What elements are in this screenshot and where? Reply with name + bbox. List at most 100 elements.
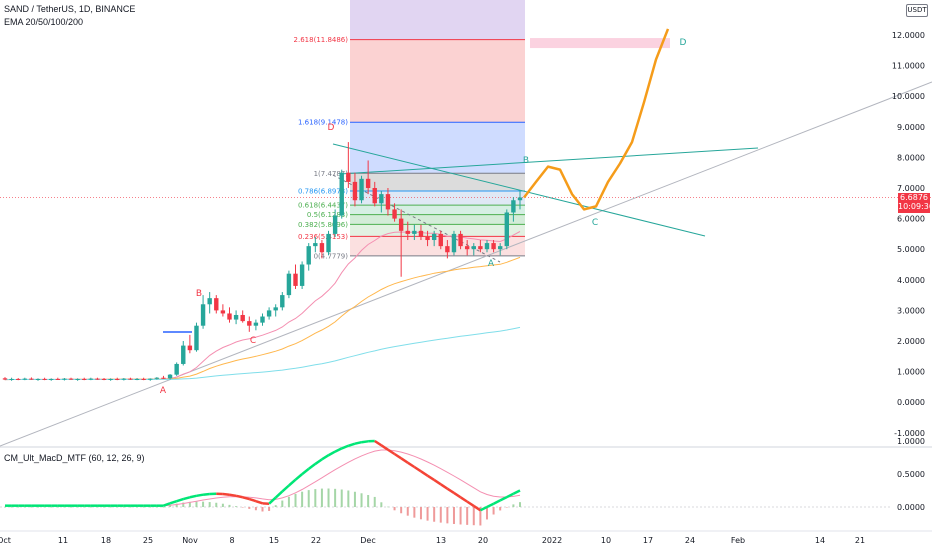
candle-body — [306, 246, 311, 265]
x-tick-label: 24 — [685, 536, 695, 545]
macd-line-segment — [440, 483, 449, 490]
macd-line-segment — [380, 444, 389, 451]
candle-body — [2, 378, 8, 380]
x-tick-label: 22 — [311, 536, 321, 545]
candle-body — [471, 246, 476, 250]
candle-body — [115, 378, 120, 380]
candle-body — [484, 243, 490, 250]
price-tag-countdown: 10:09:36 — [898, 202, 932, 211]
currency-button[interactable]: USDT — [906, 4, 928, 17]
time-axis[interactable]: Oct 11 18 25 Nov 8 15 22 Dec 13 20 2022 10 17 24 Feb 14 2… — [0, 530, 932, 545]
fib-zone — [350, 236, 525, 256]
candle-body — [286, 273, 292, 296]
projected-path — [523, 28, 670, 211]
fib-level-label: 2.618(11.8486) — [294, 36, 349, 44]
macd-line-segment — [413, 465, 422, 473]
macd-line-segment — [202, 492, 210, 496]
candle-series — [2, 142, 523, 381]
macd-histogram-bar — [37, 507, 40, 508]
macd-line-segment — [486, 502, 495, 509]
candle-body — [438, 233, 443, 247]
macd-histogram-bar — [228, 504, 231, 507]
x-tick-label: Feb — [731, 536, 745, 545]
macd-pane: 1.0000 0.5000 0.0000 — [0, 437, 932, 526]
x-tick-label: 25 — [143, 536, 153, 545]
candle-body — [148, 378, 153, 380]
macd-histogram-bar — [76, 507, 79, 508]
macd-line-segment — [301, 467, 310, 476]
candle-body — [82, 378, 87, 380]
candle-body — [128, 378, 133, 380]
wave-label-D: D — [680, 38, 687, 48]
macd-histogram-bar — [492, 507, 495, 515]
candle-body — [379, 194, 384, 204]
x-tick-label: 20 — [478, 536, 488, 545]
candle-body — [247, 321, 252, 326]
macd-line-segment — [512, 489, 521, 495]
upper-trendline — [339, 147, 759, 175]
fib-level-label: 1(7.4787) — [314, 170, 349, 178]
candle-body — [266, 310, 272, 317]
candle-body — [194, 325, 199, 351]
candle-body — [365, 178, 371, 188]
candle-body — [392, 209, 397, 219]
candle-body — [260, 316, 265, 323]
candle-body — [491, 243, 496, 250]
candle-body — [214, 298, 219, 311]
macd-histogram-bar — [248, 507, 251, 509]
macd-line-segment — [248, 497, 257, 503]
macd-histogram-bar — [221, 503, 224, 507]
price-axis[interactable]: 12.000011.000010.00009.00008.00007.00006… — [892, 31, 925, 438]
candle-body — [68, 378, 74, 380]
candle-body — [326, 233, 331, 253]
x-tick-label: 8 — [229, 536, 234, 545]
macd-histogram-bar — [360, 493, 363, 507]
macd-histogram-bar — [142, 507, 145, 508]
macd-histogram-bar — [512, 504, 515, 507]
macd-line-segment — [229, 493, 237, 498]
candle-body — [200, 304, 206, 326]
candle-body — [187, 345, 193, 351]
candle-body — [240, 314, 245, 322]
candle-body — [273, 307, 278, 311]
candle-body — [398, 218, 404, 231]
candle-body — [425, 236, 430, 241]
macd-histogram-bar — [122, 507, 125, 508]
x-tick-label: 2022 — [542, 536, 562, 545]
y-tick-label: 3.0000 — [897, 306, 925, 315]
macd-line-segment — [189, 494, 197, 499]
fib-level-label: 0.236(5.4153) — [298, 233, 348, 241]
macd-histogram-bar — [433, 507, 436, 522]
macd-line-segment — [196, 493, 204, 498]
candle-body — [62, 378, 67, 380]
candle-body — [167, 374, 173, 379]
macd-histogram-bar — [268, 507, 271, 511]
candle-body — [141, 378, 146, 380]
wave-label-C: C — [250, 336, 256, 346]
macd-legend[interactable]: CM_Ult_MacD_MTF (60, 12, 26, 9) — [4, 453, 145, 463]
wave-labels: A B C D A B C D — [160, 38, 687, 396]
candle-body — [418, 230, 424, 237]
macd-line-segment — [506, 492, 514, 499]
macd-histogram-bar — [413, 507, 416, 518]
macd-histogram-bar — [334, 488, 337, 507]
macd-histogram-bar — [459, 507, 462, 525]
macd-histogram-bar — [327, 488, 330, 507]
macd-line-segment — [407, 461, 416, 469]
macd-histogram-bar — [485, 507, 488, 520]
candle-body — [332, 215, 338, 234]
macd-histogram-bar — [4, 507, 6, 508]
x-tick-label: 21 — [855, 536, 865, 545]
macd-line-segment — [307, 462, 317, 470]
ema-legend[interactable]: EMA 20/50/100/200 — [4, 17, 84, 27]
candle-body — [313, 243, 318, 247]
x-tick-label: 15 — [269, 536, 279, 545]
fib-zone-top — [350, 0, 525, 40]
candle-body — [108, 378, 113, 380]
candle-body — [207, 298, 212, 305]
candle-body — [431, 233, 437, 241]
macd-line-segment — [327, 450, 336, 457]
macd-line-segment — [314, 458, 323, 465]
macd-histogram-bar — [215, 502, 218, 507]
